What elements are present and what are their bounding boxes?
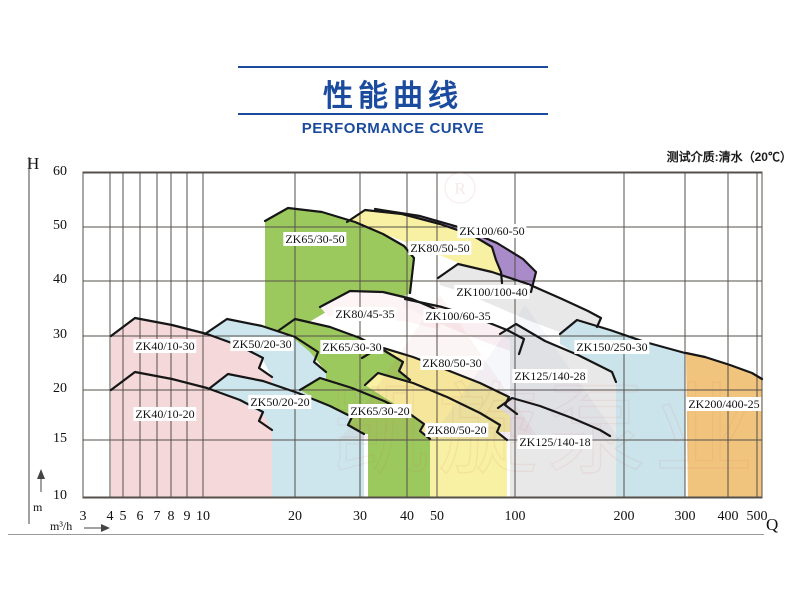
region-fill-ZK200/400-25: [686, 353, 762, 498]
x-tick-40: 40: [400, 509, 414, 524]
x-tick-20: 20: [288, 509, 302, 524]
y-tick-60: 60: [53, 164, 67, 179]
pump-label-ZK50/20-20: ZK50/20-20: [248, 395, 312, 409]
test-medium-note: 测试介质:清水（20℃）: [666, 150, 792, 164]
x-tick-100: 100: [504, 509, 526, 524]
curve-ZK40/10-20: [109, 370, 274, 432]
curve-ZK50/20-30: [203, 317, 328, 374]
watermark-text: 凯旋泵业: [330, 376, 762, 487]
pump-label-ZK80/45-35: ZK80/45-35: [333, 307, 397, 321]
y-axis-title: H: [27, 154, 40, 173]
pump-label-ZK200/400-25: ZK200/400-25: [686, 397, 762, 411]
watermark-badge: R: [454, 179, 466, 198]
x-tick-3: 3: [79, 509, 87, 524]
axis-arrows: [28, 157, 110, 532]
pump-label-ZK80/50-20: ZK80/50-20: [425, 423, 489, 437]
pump-label-ZK50/20-30: ZK50/20-30: [230, 337, 294, 351]
pump-label-ZK65/30-20: ZK65/30-20: [348, 404, 412, 418]
x-tick-400: 400: [717, 509, 739, 524]
pump-label-ZK100/100-40: ZK100/100-40: [454, 285, 530, 299]
x-unit-arrowhead: [101, 524, 110, 532]
curve-ZK150/250-30: [558, 318, 687, 355]
y-axis-unit: m: [33, 500, 43, 514]
curve-ZK200/400-25: [684, 351, 764, 381]
curve-ZK100/60-35: [403, 297, 526, 356]
curve-ZK65/30-50: [263, 206, 416, 295]
curve-ZK125/140-18: [496, 396, 612, 438]
y-tick-10: 10: [53, 488, 67, 503]
curve-ZK100/60-50: [373, 207, 538, 294]
x-axis-title: Q: [766, 515, 779, 534]
page-title: 性能曲线: [323, 80, 463, 113]
page-subtitle: PERFORMANCE CURVE: [301, 120, 485, 137]
y-tick-30: 30: [53, 327, 67, 342]
region-fill-ZK150/250-30: [560, 320, 685, 498]
title-rule-bottom: [238, 113, 548, 115]
pump-label-ZK100/60-50: ZK100/60-50: [457, 224, 527, 238]
region-fill-ZK40/10-20: [111, 372, 272, 498]
x-axis-unit: m³/h: [50, 519, 73, 533]
curve-ZK100/100-40: [436, 262, 603, 329]
x-tick-300: 300: [674, 509, 696, 524]
y-tick-50: 50: [53, 218, 67, 233]
pump-label-ZK65/30-30: ZK65/30-30: [320, 340, 384, 354]
bottom-rule: [8, 534, 764, 535]
pump-label-ZK125/140-28: ZK125/140-28: [512, 369, 588, 383]
x-tick-50: 50: [430, 509, 444, 524]
pump-label-ZK125/140-18: ZK125/140-18: [517, 435, 593, 449]
pump-label-ZK65/30-50: ZK65/30-50: [283, 232, 347, 246]
pump-label-ZK80/50-50: ZK80/50-50: [408, 241, 472, 255]
x-tick-7: 7: [153, 509, 161, 524]
y-tick-40: 40: [53, 272, 67, 287]
curve-ZK40/10-30: [109, 316, 274, 379]
x-tick-10: 10: [196, 509, 210, 524]
x-tick-9: 9: [183, 509, 191, 524]
title-rule-top: [238, 66, 548, 68]
pump-label-ZK80/50-30: ZK80/50-30: [420, 356, 484, 370]
pump-label-ZK100/60-35: ZK100/60-35: [423, 309, 493, 323]
x-tick-500: 500: [746, 509, 768, 524]
x-tick-4: 4: [106, 509, 114, 524]
y-tick-15: 15: [53, 431, 67, 446]
x-tick-6: 6: [136, 509, 144, 524]
pump-label-ZK40/10-20: ZK40/10-20: [133, 407, 197, 421]
x-tick-8: 8: [167, 509, 175, 524]
pump-label-ZK40/10-30: ZK40/10-30: [133, 339, 197, 353]
curve-ZK80/50-20: [363, 371, 509, 442]
x-tick-200: 200: [613, 509, 635, 524]
curve-ZK50/20-20: [208, 372, 366, 436]
x-tick-5: 5: [119, 509, 127, 524]
pump-label-ZK150/250-30: ZK150/250-30: [574, 340, 650, 354]
y-tick-20: 20: [53, 381, 67, 396]
y-unit-arrowhead: [37, 469, 45, 479]
x-tick-30: 30: [353, 509, 367, 524]
curve-ZK125/140-28: [498, 322, 618, 384]
